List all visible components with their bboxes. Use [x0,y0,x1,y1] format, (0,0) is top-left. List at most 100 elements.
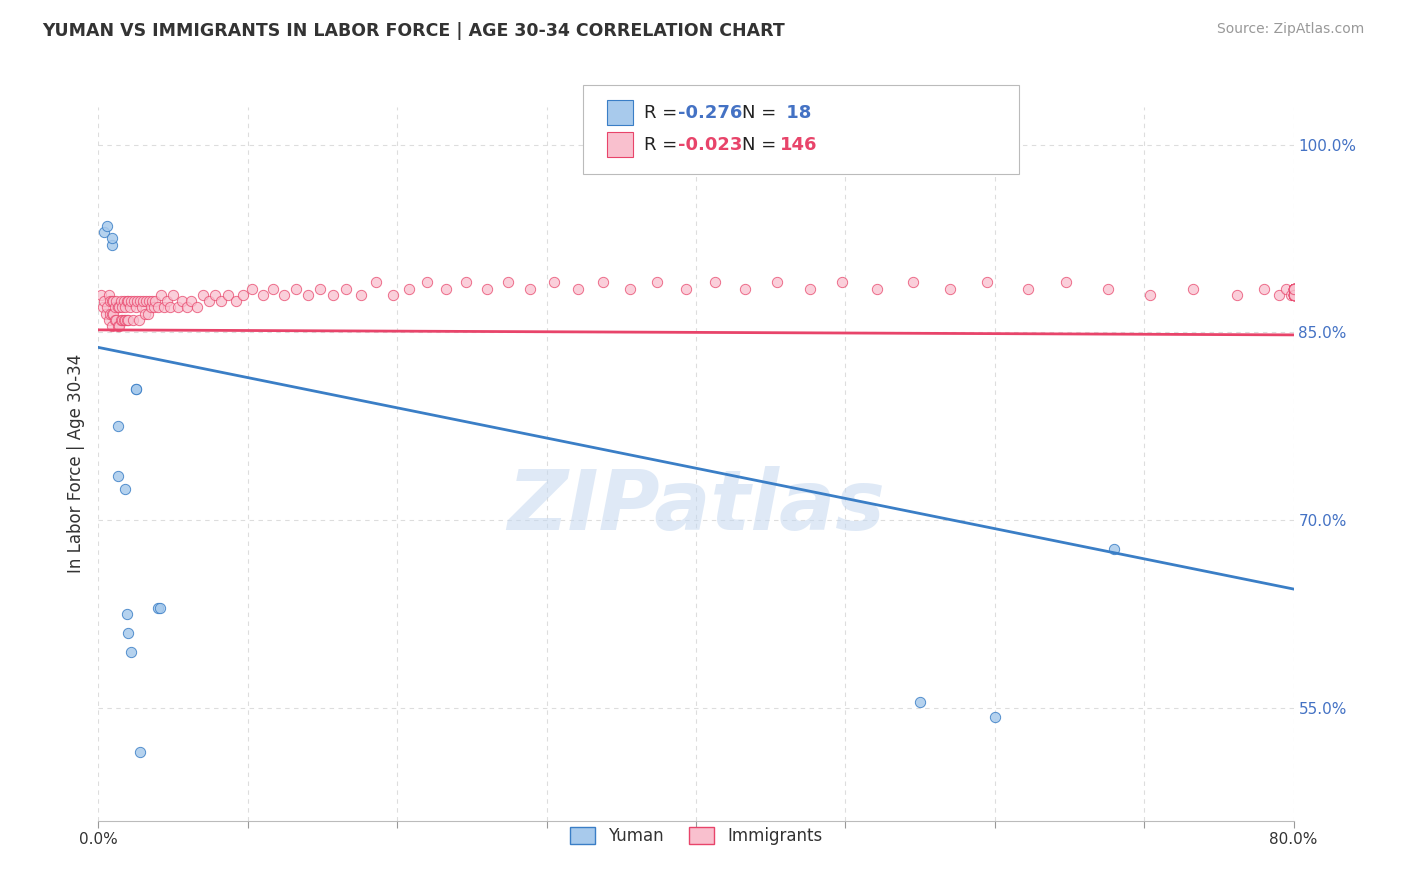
Point [939,282,962,296]
Point [139,301,162,315]
Point [901,275,924,289]
Point [240,282,263,296]
Point [297,288,319,302]
Point [120,645,142,659]
Point [454,275,477,289]
Point [198,294,221,309]
Legend: Yuman, Immigrants: Yuman, Immigrants [562,820,830,852]
Point [984,710,1007,724]
Point [1282,282,1305,296]
Point [232,288,254,302]
Point [91,301,114,315]
Point [101,237,124,252]
Point [1282,288,1305,302]
Point [908,695,931,709]
Point [1282,288,1305,302]
Y-axis label: In Labor Force | Age 30-34: In Labor Force | Age 30-34 [66,354,84,574]
Point [136,307,159,321]
Point [114,313,136,327]
Point [1282,282,1305,296]
Point [475,282,498,296]
Point [1275,282,1298,296]
Point [1282,288,1305,302]
Point [149,600,172,615]
Point [1282,282,1305,296]
Point [105,294,128,309]
Point [115,294,138,309]
Point [704,275,727,289]
Point [96,301,118,315]
Point [110,313,132,327]
Point [209,294,232,309]
Point [273,288,295,302]
Point [1097,282,1119,296]
Point [166,301,188,315]
Point [1282,288,1305,302]
Point [111,301,134,315]
Point [1253,282,1275,296]
Text: 146: 146 [780,136,818,154]
Point [101,294,124,309]
Point [148,301,170,315]
Point [143,294,166,309]
Point [1104,541,1126,556]
Point [101,307,124,321]
Point [132,294,155,309]
Point [125,301,148,315]
Point [110,294,132,309]
Point [225,294,247,309]
Text: R =: R = [644,104,683,122]
Point [98,294,122,309]
Point [150,288,173,302]
Point [134,307,156,321]
Point [1282,282,1305,296]
Point [162,288,184,302]
Point [131,301,153,315]
Point [115,313,138,327]
Point [1056,275,1078,289]
Point [159,301,181,315]
Point [191,288,214,302]
Point [101,231,124,245]
Point [543,275,565,289]
Point [398,282,420,296]
Point [1282,288,1305,302]
Point [1282,282,1305,296]
Text: -0.276: -0.276 [678,104,742,122]
Point [98,307,122,321]
Point [1282,282,1305,296]
Point [107,469,129,483]
Point [1282,282,1305,296]
Point [1139,288,1161,302]
Point [1282,282,1305,296]
Point [97,313,120,327]
Point [107,319,129,334]
Point [799,282,821,296]
Text: N =: N = [742,104,782,122]
Point [114,301,136,315]
Point [156,294,179,309]
Point [217,288,239,302]
Point [153,301,176,315]
Text: -0.023: -0.023 [678,136,742,154]
Point [416,275,439,289]
Point [117,313,139,327]
Point [120,294,142,309]
Point [765,275,787,289]
Point [112,313,135,327]
Point [117,625,139,640]
Point [619,282,641,296]
Point [148,600,170,615]
Point [138,294,160,309]
Point [567,282,589,296]
Point [335,282,357,296]
Point [1279,288,1302,302]
Point [94,307,117,321]
Point [141,294,163,309]
Point [121,313,143,327]
Point [176,301,198,315]
Point [180,294,202,309]
Point [1017,282,1039,296]
Point [103,294,125,309]
Point [1282,288,1305,302]
